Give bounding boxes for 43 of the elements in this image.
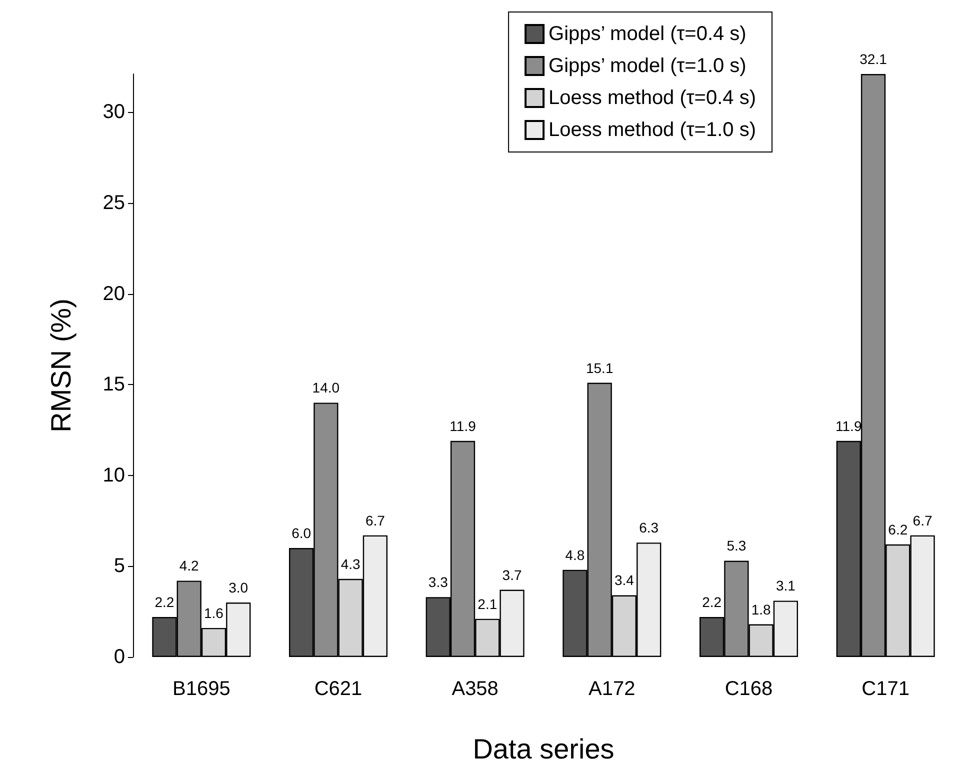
data-label: 11.9 — [450, 418, 476, 434]
legend-label: Gipps’ model (τ=0.4 s) — [548, 23, 746, 45]
x-axis-title: Data series — [472, 734, 614, 764]
y-axis-title: RMSN (%) — [46, 298, 76, 432]
data-label: 6.2 — [888, 521, 908, 538]
data-label: 1.6 — [204, 604, 224, 621]
data-label: 2.2 — [702, 594, 722, 610]
x-tick-label: B1695 — [172, 678, 230, 700]
data-label: 11.9 — [836, 418, 862, 434]
data-label: 3.1 — [776, 578, 796, 594]
data-label: 4.3 — [340, 556, 361, 572]
data-label: 6.0 — [292, 525, 312, 542]
x-tick-label: A172 — [588, 678, 636, 700]
data-label: 14.0 — [312, 380, 340, 396]
data-label: 5.3 — [726, 538, 746, 554]
data-label: 15.1 — [586, 360, 614, 376]
data-label: 4.8 — [565, 546, 585, 563]
x-tick-label: A358 — [452, 678, 498, 700]
legend-label: Loess method (τ=1.0 s) — [548, 119, 756, 141]
data-label: 6.3 — [639, 520, 659, 536]
data-label: 2.2 — [154, 594, 174, 610]
legend-label: Gipps’ model (τ=1.0 s) — [548, 55, 746, 77]
data-label: 4.2 — [179, 558, 200, 574]
y-tick-label: 25 — [102, 192, 125, 214]
x-tick-label: C168 — [724, 678, 773, 700]
y-tick-label: 5 — [114, 555, 125, 578]
y-tick-label: 30 — [102, 101, 125, 124]
x-tick-label: C621 — [314, 678, 362, 700]
data-label: 3.7 — [502, 566, 522, 583]
data-label: 6.7 — [912, 512, 932, 528]
y-tick-label: 10 — [102, 464, 125, 486]
data-label: 3.4 — [614, 572, 634, 588]
data-label: 32.1 — [860, 51, 888, 67]
data-label: 1.8 — [751, 601, 772, 618]
y-tick-label: 0 — [114, 646, 125, 668]
data-label: 2.1 — [478, 596, 498, 612]
legend-label: Loess method (τ=0.4 s) — [548, 87, 756, 109]
x-tick-label: C171 — [862, 678, 910, 700]
y-tick-label: 20 — [102, 282, 125, 305]
data-label: 3.3 — [428, 574, 448, 590]
data-label: 6.7 — [365, 512, 386, 528]
y-tick-label: 15 — [102, 374, 125, 396]
data-label: 3.0 — [228, 580, 248, 596]
